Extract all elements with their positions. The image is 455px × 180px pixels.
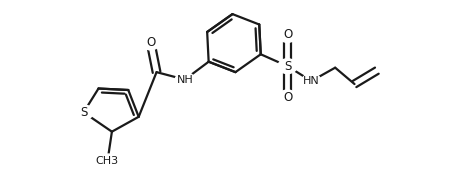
Ellipse shape — [141, 35, 160, 50]
Text: S: S — [283, 60, 291, 73]
Text: O: O — [282, 91, 292, 104]
Text: NH: NH — [176, 75, 193, 85]
Ellipse shape — [278, 59, 296, 74]
Ellipse shape — [301, 74, 320, 89]
Ellipse shape — [278, 28, 296, 42]
Ellipse shape — [175, 72, 194, 87]
Text: O: O — [282, 28, 292, 41]
Text: S: S — [80, 106, 87, 119]
Text: CH3: CH3 — [96, 156, 119, 166]
Ellipse shape — [74, 105, 93, 120]
Ellipse shape — [98, 154, 116, 169]
Ellipse shape — [278, 90, 296, 105]
Text: O: O — [146, 36, 155, 49]
Text: HN: HN — [302, 76, 319, 86]
